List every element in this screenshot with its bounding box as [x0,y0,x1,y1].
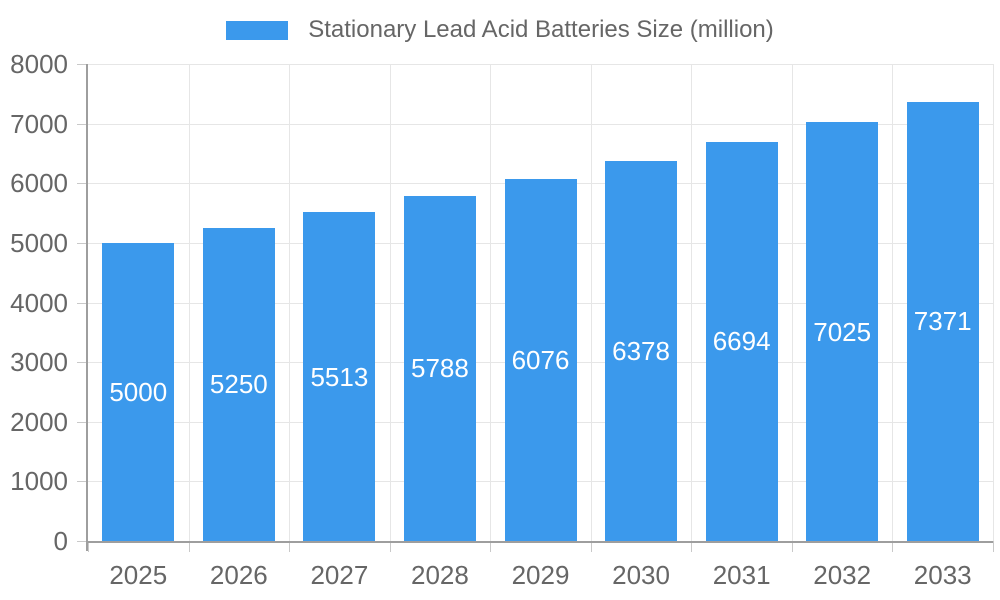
bar-value-label: 5513 [310,361,369,392]
legend-label: Stationary Lead Acid Batteries Size (mil… [308,16,774,43]
x-tick-mark [490,541,492,552]
bar-value-label: 6076 [511,344,570,375]
bar-2033 [906,101,979,541]
bar-value-label: 5250 [209,369,268,400]
y-tick-mark [77,64,88,65]
y-tick-label: 1000 [10,466,68,497]
x-tick-label: 2032 [813,560,872,590]
x-tick-mark [691,541,693,552]
bar-2031 [705,141,778,541]
x-tick-label: 2033 [913,560,972,590]
x-tick-label: 2027 [310,560,369,590]
x-tick-mark [892,541,894,552]
y-tick-mark [77,302,88,304]
v-gridline [289,64,291,541]
h-gridline [88,64,993,65]
x-tick-mark [791,541,793,552]
v-gridline [993,64,994,541]
bar-value-label: 5788 [411,353,469,384]
x-axis-line [86,541,993,543]
y-axis-line [86,64,88,551]
x-tick-label: 2029 [511,560,570,590]
v-gridline [490,64,492,541]
x-tick-mark [590,541,592,552]
bar-2030 [605,160,678,541]
y-tick-mark [77,242,88,244]
y-tick-mark [77,362,88,364]
plot-area: 0 1000 2000 3000 4000 5000 6000 7000 8000 5000 202… [10,51,994,588]
y-tick-mark [77,183,88,185]
x-tick-label: 2031 [712,560,771,590]
bar-2028 [403,195,476,541]
v-gridline [791,64,793,541]
v-gridline [691,64,693,541]
x-tick-mark [289,541,291,552]
x-tick-mark [389,541,391,552]
v-gridline [590,64,592,541]
x-tick-mark [88,541,89,552]
y-tick-mark [77,123,88,125]
y-tick-mark [77,541,88,542]
v-gridline [892,64,894,541]
x-tick-label: 2025 [109,560,168,590]
y-tick-label: 6000 [10,168,68,199]
bar-value-label: 7371 [913,306,972,337]
bar-2027 [303,212,376,541]
y-tick-label: 0 [53,526,68,556]
y-tick-label: 3000 [10,347,68,378]
y-tick-mark [77,421,88,423]
y-tick-label: 8000 [10,49,68,79]
v-gridline [188,64,190,541]
chart-legend: Stationary Lead Acid Batteries Size (mil… [0,16,1000,45]
bar-2029 [504,178,577,541]
x-tick-mark [188,541,190,552]
y-tick-label: 7000 [10,108,68,139]
x-tick-label: 2026 [209,560,268,590]
bar-value-label: 6694 [712,326,771,357]
bar-2032 [806,122,879,541]
y-tick-label: 4000 [10,287,68,318]
bar-value-label: 7025 [813,316,872,347]
bar-2026 [202,227,275,541]
legend-swatch [226,20,289,40]
h-gridline [88,123,993,125]
x-tick-label: 2028 [411,560,469,590]
bar-value-label: 5000 [109,376,168,407]
v-gridline [389,64,391,541]
y-tick-label: 2000 [10,406,68,437]
y-tick-label: 5000 [10,227,68,258]
bar-2025 [102,242,175,541]
y-tick-mark [77,481,88,483]
x-tick-label: 2030 [612,560,670,590]
x-tick-mark [993,541,994,552]
bar-value-label: 6378 [612,335,670,366]
